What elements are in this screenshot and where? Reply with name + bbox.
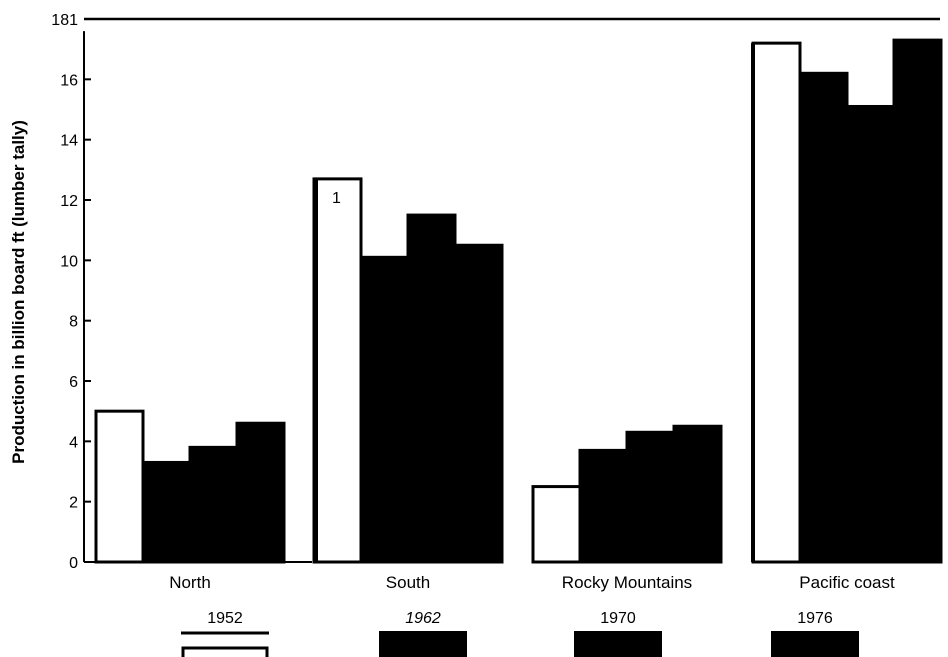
legend-swatch [379, 631, 467, 657]
category-label: Pacific coast [799, 573, 895, 592]
bar [453, 243, 504, 564]
legend-label: 1976 [797, 610, 833, 627]
category-label: Rocky Mountains [562, 573, 692, 592]
bar [845, 104, 896, 564]
y-tick-label: 14 [60, 133, 78, 150]
bar [235, 421, 286, 564]
bar [94, 409, 145, 564]
y-tick-label: 12 [60, 193, 78, 210]
bar [798, 71, 849, 564]
bar [892, 38, 943, 564]
bar [531, 485, 582, 564]
bar [672, 424, 723, 564]
y-tick-label: 6 [69, 374, 78, 391]
y-tick-label: 181 [51, 12, 78, 29]
legend-label: 1970 [600, 610, 636, 627]
bar [751, 41, 802, 564]
annotation-text: 1 [332, 190, 341, 207]
legend: 1952 1962 1970 1976 [181, 610, 859, 657]
y-tick-label: 10 [60, 253, 78, 270]
bar [188, 445, 239, 564]
legend-swatch [771, 631, 859, 657]
bar [359, 255, 410, 564]
bars-group [94, 38, 943, 564]
category-label: North [169, 573, 211, 592]
bar [406, 213, 457, 564]
y-tick-label: 2 [69, 495, 78, 512]
bar [625, 430, 676, 564]
y-tick-label: 8 [69, 314, 78, 331]
bar [578, 448, 629, 564]
y-tick-label: 4 [69, 434, 78, 451]
category-label: South [386, 573, 430, 592]
legend-label: 1962 [405, 610, 441, 627]
category-labels: North South Rocky Mountains Pacific coast [169, 573, 895, 592]
legend-label: 1952 [207, 610, 243, 627]
bar [312, 177, 363, 564]
y-axis-label: Production in billion board ft (lumber t… [9, 120, 28, 464]
bar [141, 460, 192, 564]
y-tick-label: 0 [69, 555, 78, 572]
legend-swatch [574, 631, 662, 657]
annotations: 1 [332, 190, 341, 207]
y-tick-label: 16 [60, 72, 78, 89]
legend-swatch-open [181, 646, 269, 657]
y-axis: 0 2 4 6 8 10 12 14 16 181 [51, 12, 940, 572]
